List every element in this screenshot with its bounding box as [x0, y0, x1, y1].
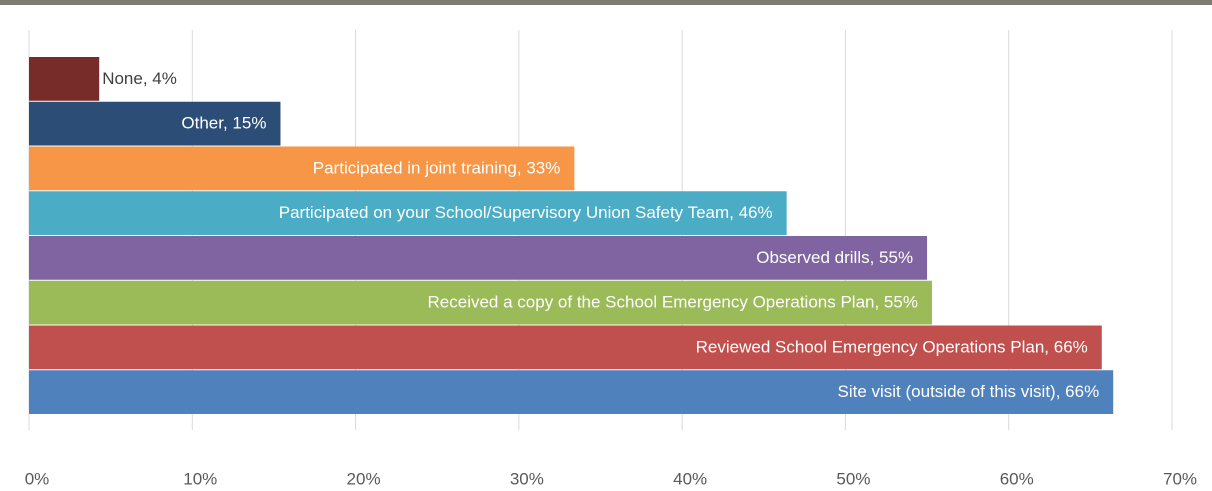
bar — [29, 101, 281, 146]
data-label: Other, 15% — [181, 114, 266, 133]
x-tick-label: 70% — [1163, 469, 1197, 488]
bar — [29, 236, 928, 280]
bar — [29, 191, 787, 235]
data-label: Observed drills, 55% — [756, 248, 913, 267]
x-tick-label: 60% — [1000, 469, 1034, 488]
data-label: Participated on your School/Supervisory … — [279, 203, 773, 222]
data-label: Received a copy of the School Emergency … — [428, 293, 918, 312]
data-label: Participated in joint training, 33% — [313, 158, 561, 177]
x-tick-label: 40% — [673, 469, 707, 488]
bar — [29, 325, 1102, 370]
data-label: None, 4% — [102, 69, 177, 88]
top-border — [0, 0, 1212, 5]
bar — [29, 146, 575, 191]
x-tick-label: 50% — [836, 469, 870, 488]
x-tick-label: 30% — [510, 469, 544, 488]
x-tick-label: 10% — [183, 469, 217, 488]
bar — [29, 370, 1114, 414]
data-label: Site visit (outside of this visit), 66% — [837, 382, 1099, 401]
bar — [29, 280, 932, 325]
x-tick-label: 20% — [347, 469, 381, 488]
data-label: Reviewed School Emergency Operations Pla… — [696, 337, 1088, 356]
x-tick-label: 0% — [25, 469, 50, 488]
bar — [29, 57, 100, 101]
